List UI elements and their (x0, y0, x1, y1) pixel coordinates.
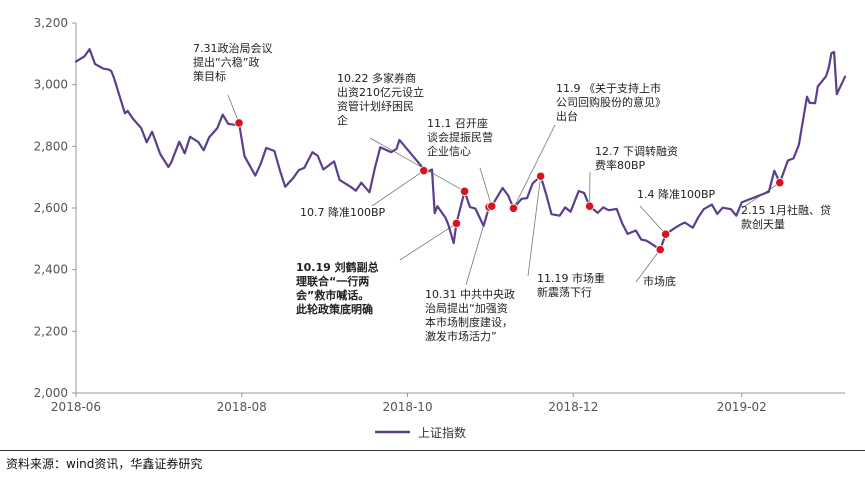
event-annotation-line: 12.7 下调转融资 (595, 144, 678, 158)
event-annotation: 1.4 降准100BP (637, 187, 716, 201)
event-annotation-line: 提出“六稳”政 (193, 55, 259, 69)
legend: 上证指数 (375, 425, 466, 440)
event-annotation-line: 治局提出“加强资 (425, 301, 508, 315)
y-tick-label: 2,400 (34, 263, 68, 277)
event-annotation-line: 11.1 召开座 (427, 116, 488, 130)
event-marker (459, 186, 470, 196)
x-tick-label: 2019-02 (717, 400, 767, 414)
event-annotation-line: 此轮政策底明确 (296, 302, 373, 316)
series-line-shanghai-composite (74, 48, 847, 251)
event-annotation-line: 费率80BP (595, 158, 646, 172)
event-annotation-line: 企 (337, 113, 348, 127)
annotation-leader (635, 249, 661, 283)
annotation-leader (513, 124, 556, 209)
event-annotation-line: 2.15 1月社融、贷 (741, 203, 831, 217)
event-marker (655, 245, 665, 255)
annotation-leader (639, 205, 666, 235)
event-annotation-line: 企业信心 (427, 144, 471, 158)
event-annotation-line: 10.22 多家券商 (337, 71, 416, 85)
event-marker (536, 171, 546, 181)
x-tick-label: 2018-06 (51, 400, 101, 414)
y-tick-label: 3,000 (34, 78, 68, 92)
event-marker (508, 203, 519, 213)
event-annotation-line: 出资210亿元设立 (337, 85, 424, 99)
event-marker (234, 118, 244, 128)
x-tick-label: 2018-08 (217, 400, 267, 414)
event-annotation-line: 出台 (556, 109, 578, 123)
event-annotation-line: 11.19 市场重 (537, 271, 605, 285)
x-tick-label: 2018-12 (548, 400, 598, 414)
annotation-leader (227, 94, 240, 124)
event-marker (419, 166, 429, 176)
annotation-leader (399, 223, 457, 261)
event-annotation-line: 公司回购股份的意见》 (556, 95, 666, 109)
event-marker (451, 218, 462, 229)
event-annotation-line: 11.9 《关于支持上市 (556, 81, 661, 95)
y-tick-label: 3,200 (34, 16, 68, 30)
event-annotation-line: 10.31 中共中央政 (425, 287, 515, 301)
event-annotation-line: 10.7 降准100BP (300, 205, 386, 219)
y-tick-label: 2,000 (34, 386, 68, 400)
source-divider (0, 450, 865, 451)
event-annotation-line: 10.19 刘鹤副总 (296, 260, 379, 274)
event-annotation-line: 谈会提振民营 (427, 130, 493, 144)
event-annotation-line: 激发市场活力” (425, 329, 497, 343)
chart-axes: 2,000 2,200 2,400 2,600 2,800 3,000 3,200 2018-… (34, 16, 845, 414)
event-annotation-line: 新震荡下行 (537, 285, 592, 299)
event-annotation-line: 7.31政治局会议 (193, 41, 273, 55)
event-markers (234, 118, 785, 255)
event-annotation-line: 理联合“一行两 (296, 274, 369, 288)
event-annotation-line: 款创天量 (741, 217, 785, 231)
annotation-leader (369, 137, 465, 192)
y-tick-label: 2,600 (34, 201, 68, 215)
y-tick-label: 2,200 (34, 324, 68, 338)
legend-label: 上证指数 (418, 425, 466, 440)
event-annotation-line: 市场底 (643, 274, 676, 288)
event-annotation-line: 资管计划纾困民 (337, 99, 414, 113)
event-annotation-line: 1.4 降准100BP (637, 187, 716, 201)
event-annotation: 市场底 (643, 274, 676, 288)
event-marker (661, 229, 671, 239)
source-note: 资料来源：wind资讯，华鑫证券研究 (6, 457, 203, 471)
y-tick-label: 2,800 (34, 139, 68, 153)
event-marker (487, 201, 497, 211)
annotation-leader (371, 170, 425, 207)
event-marker (775, 178, 785, 188)
event-annotation-line: 本市场制度建设， (425, 315, 513, 329)
event-marker (584, 201, 595, 211)
x-tick-label: 2018-10 (382, 400, 432, 414)
event-annotation: 10.7 降准100BP (300, 205, 386, 219)
annotation-leader (527, 176, 542, 277)
event-annotation-line: 会”救市喊话。 (296, 288, 369, 302)
annotation-leader (479, 167, 493, 207)
event-annotation-line: 策目标 (193, 69, 226, 83)
